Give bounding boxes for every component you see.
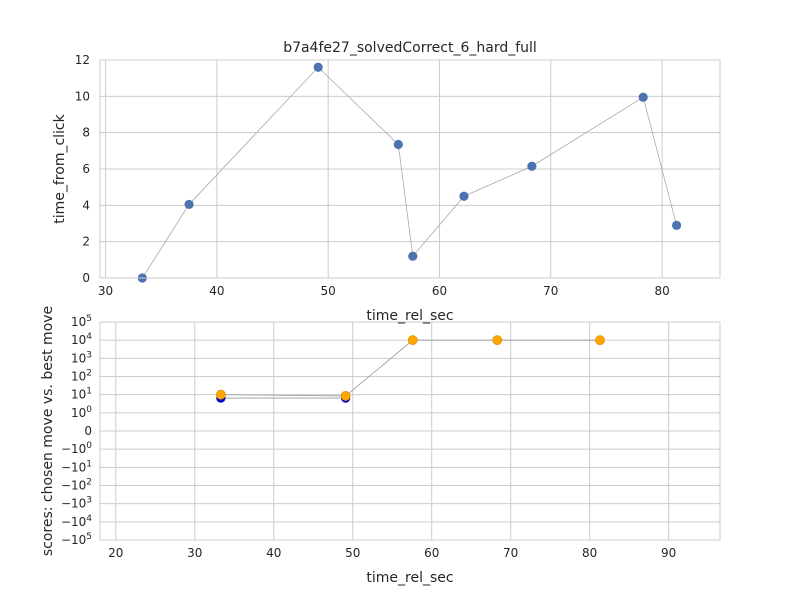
- top-data-point: [408, 251, 418, 261]
- top-x-tick-label: 70: [543, 284, 558, 298]
- top-data-point: [393, 139, 403, 150]
- top-series-polyline: [141, 66, 677, 279]
- top-chart-title: b7a4fe27_solvedCorrect_6_hard_full: [283, 40, 537, 56]
- bottom-y-tick-label: −100: [61, 441, 92, 456]
- top-series-line: [141, 66, 677, 279]
- top-data-point: [184, 199, 194, 210]
- bottom-x-axis-label: time_rel_sec: [366, 570, 453, 586]
- bottom-x-tick-label: 70: [503, 546, 518, 560]
- bottom-y-tick-label: −105: [61, 532, 92, 547]
- bottom-y-tick-label: 105: [71, 314, 92, 329]
- bottom-data-point: [340, 391, 351, 401]
- top-x-tick-labels: 30 40 50 60 70 80: [98, 284, 670, 298]
- bottom-y-tick-label: 102: [71, 369, 92, 384]
- top-y-tick-label: 6: [82, 162, 90, 176]
- top-x-axis-label: time_rel_sec: [366, 308, 453, 324]
- bottom-data-point: [492, 335, 503, 346]
- top-x-tick-label: 30: [98, 284, 113, 298]
- bottom-series-line: [220, 339, 600, 399]
- top-data-point: [313, 62, 323, 72]
- top-y-tick-label: 4: [82, 198, 90, 212]
- bottom-y-tick-label: 103: [71, 350, 92, 365]
- top-x-tick-label: 50: [321, 284, 336, 298]
- bottom-data-point: [595, 335, 605, 346]
- top-y-tick-label: 2: [82, 235, 90, 249]
- bottom-data-point: [407, 335, 418, 346]
- bottom-y-tick-label: 101: [71, 387, 92, 402]
- bottom-x-tick-label: 60: [424, 546, 439, 560]
- top-y-tick-labels: 0 2 4 6 8 10 12: [75, 53, 90, 285]
- top-data-point: [527, 161, 537, 171]
- bottom-x-tick-label: 40: [266, 546, 281, 560]
- bottom-y-tick-label: 0: [84, 424, 92, 438]
- bottom-chart: 20 30 40 50 60 70 80 90 105 104 103 102 101 100 0 −100…: [40, 306, 721, 586]
- top-x-tick-label: 40: [209, 284, 224, 298]
- top-x-tick-label: 80: [654, 284, 669, 298]
- top-y-tick-label: 10: [75, 89, 90, 103]
- bottom-y-tick-label: 100: [71, 405, 92, 420]
- top-y-tick-label: 0: [82, 271, 90, 285]
- top-grid: [100, 59, 720, 279]
- top-data-point: [638, 92, 648, 102]
- bottom-y-tick-label: −104: [61, 514, 92, 529]
- top-x-tick-label: 60: [432, 284, 447, 298]
- bottom-y-tick-label: −103: [61, 496, 92, 511]
- bottom-series-polyline: [220, 339, 600, 397]
- top-chart: b7a4fe27_solvedCorrect_6_hard_full 30 40 5…: [52, 40, 721, 324]
- top-data-point: [671, 220, 682, 230]
- top-plot-frame: [99, 59, 721, 279]
- bottom-series-points: [215, 335, 605, 403]
- top-y-tick-label: 12: [75, 53, 90, 67]
- bottom-y-axis-label: scores: chosen move vs. best move: [40, 306, 56, 556]
- bottom-x-tick-label: 50: [345, 546, 360, 560]
- top-series-points: [137, 62, 682, 283]
- bottom-data-point: [215, 389, 226, 400]
- bottom-x-tick-labels: 20 30 40 50 60 70 80 90: [108, 546, 676, 560]
- bottom-x-tick-label: 80: [582, 546, 597, 560]
- bottom-x-tick-label: 90: [661, 546, 676, 560]
- bottom-x-tick-label: 30: [187, 546, 202, 560]
- top-y-tick-label: 8: [82, 126, 90, 140]
- top-data-point: [459, 191, 469, 201]
- top-y-axis-label: time_from_click: [52, 113, 68, 223]
- bottom-plot-frame: [99, 321, 721, 541]
- bottom-y-tick-labels: 105 104 103 102 101 100 0 −100 −101 −102 −103 −104 −…: [61, 314, 92, 547]
- bottom-grid: [100, 321, 720, 541]
- bottom-x-tick-label: 20: [108, 546, 123, 560]
- bottom-y-tick-label: −101: [61, 459, 92, 474]
- bottom-y-tick-label: −102: [61, 478, 92, 493]
- bottom-y-tick-label: 104: [71, 332, 92, 347]
